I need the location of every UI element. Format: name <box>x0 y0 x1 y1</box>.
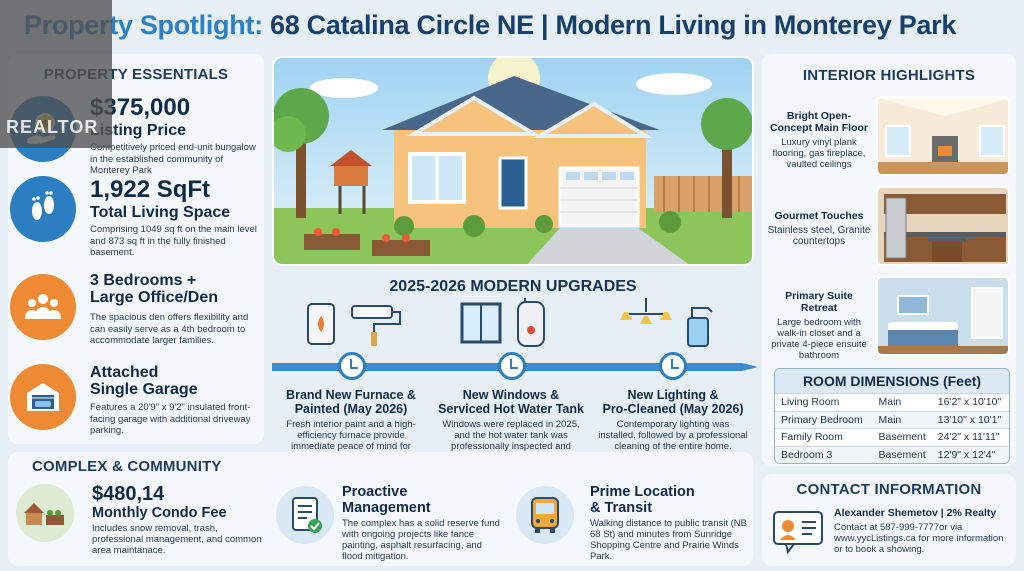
interior-primary-suite-desc: Large bedroom with walk-in closet and a … <box>771 317 867 361</box>
upgrade-lighting-title-2: Pro-Cleaned (May 2026) <box>602 402 744 416</box>
interior-gourmet: Gourmet Touches Stainless steel, Granite… <box>766 210 872 247</box>
living-room-image <box>876 96 1010 176</box>
interior-gourmet-desc: Stainless steel, Granite countertops <box>767 225 871 247</box>
room-name: Bedroom 3 <box>775 445 873 463</box>
upgrade-windows-title-1: New Windows & <box>462 388 560 402</box>
room-size: 12'9" x 12'4" <box>931 445 1009 463</box>
upgrade-lighting-desc: Contemporary lighting was installed, fol… <box>598 419 748 452</box>
contact-heading: CONTACT INFORMATION <box>796 481 982 498</box>
room-dimensions-heading: ROOM DIMENSIONS (Feet) <box>775 369 1009 393</box>
sqft-label: Total Living Space <box>90 204 231 221</box>
upgrade-furnace-title-1: Brand New Furnace & <box>286 388 416 402</box>
clock-icon <box>338 352 366 380</box>
room-name: Living Room <box>775 393 873 411</box>
watermark-text: REALTOR <box>6 117 99 137</box>
room-name: Primary Bedroom <box>775 410 873 429</box>
contact-name: Alexander Shemetov | 2% Realty <box>834 507 997 519</box>
interior-open-concept: Bright Open-Concept Main Floor Luxury vi… <box>766 110 872 170</box>
location-title-1: Prime Location <box>590 484 695 500</box>
table-row: Bedroom 3 Basement 12'9" x 12'4" <box>775 445 1009 463</box>
table-row: Family Room Basement 24'2" x 11'11" <box>775 428 1009 446</box>
room-level: Basement <box>872 428 932 446</box>
realtor-watermark: REALTOR <box>0 0 112 148</box>
sqft-desc: Comprising 1049 sq ft on the main level … <box>90 224 257 258</box>
interior-heading: INTERIOR HIGHLIGHTS <box>802 67 976 84</box>
upgrade-lighting: New Lighting & Pro-Cleaned (May 2026) Co… <box>598 388 748 452</box>
interior-primary-suite-title: Primary Suite Retreat <box>785 290 853 314</box>
window-water-tank-icon <box>452 298 582 350</box>
upgrade-lighting-title-1: New Lighting & <box>627 388 719 402</box>
clock-icon <box>659 352 687 380</box>
management-title-2: Management <box>342 500 431 516</box>
footprints-icon <box>10 176 76 242</box>
garage-icon <box>10 364 76 430</box>
management-title-1: Proactive <box>342 484 408 500</box>
garden-icon <box>16 484 74 542</box>
furnace-paint-roller-icon <box>300 298 430 350</box>
bedrooms-line2: Large Office/Den <box>90 289 219 306</box>
clock-icon <box>498 352 526 380</box>
bedroom-image <box>876 276 1010 356</box>
kitchen-image <box>876 186 1010 266</box>
upgrades-heading: 2025-2026 MODERN UPGRADES <box>389 278 637 295</box>
contact-desc: Contact at 587-999-7777or via www.yycLis… <box>834 522 1004 555</box>
contact-card-icon <box>772 506 826 555</box>
location-desc: Walking distance to public transit (NB 6… <box>590 518 747 562</box>
title-main: 68 Catalina Circle NE | Modern Living in… <box>262 10 957 40</box>
room-name: Family Room <box>775 428 873 446</box>
page-title: Property Spotlight: 68 Catalina Circle N… <box>24 10 1014 41</box>
room-size: 24'2" x 11'11" <box>931 428 1009 446</box>
management-desc: The complex has a solid reserve fund wit… <box>342 518 500 562</box>
interior-gourmet-title: Gourmet Touches <box>774 210 864 222</box>
interior-open-concept-desc: Luxury vinyl plank flooring, gas firepla… <box>772 137 866 170</box>
checklist-icon <box>276 486 334 544</box>
upgrade-windows-title-2: Serviced Hot Water Tank <box>438 402 584 416</box>
condo-fee-desc: Includes snow removal, trash, profession… <box>92 523 262 556</box>
room-size: 16'2" x 10'10" <box>931 393 1009 411</box>
room-level: Main <box>872 393 932 411</box>
bedrooms-line1: 3 Bedrooms + <box>90 272 197 289</box>
condo-fee-value: $480,14 <box>92 483 165 505</box>
house-illustration <box>272 56 754 266</box>
sqft-value: 1,922 SqFt <box>90 176 211 203</box>
price-label: Listing Price <box>90 122 187 139</box>
table-row: Living Room Main 16'2" x 10'10" <box>775 393 1009 411</box>
interior-open-concept-title: Bright Open-Concept Main Floor <box>770 110 868 134</box>
community-heading: COMPLEX & COMMUNITY <box>32 458 222 475</box>
complex-community-panel: COMPLEX & COMMUNITY <box>8 452 753 566</box>
bus-icon <box>516 486 574 544</box>
bedrooms-desc: The spacious den offers flexibility and … <box>90 312 249 346</box>
price-desc: Competitively priced end-unit bungalow i… <box>90 142 256 176</box>
location-title-2: & Transit <box>590 500 653 516</box>
garage-line1: Attached <box>90 364 159 381</box>
room-size: 13'10" x 10'1" <box>931 410 1009 429</box>
interior-primary-suite: Primary Suite Retreat Large bedroom with… <box>766 290 872 361</box>
room-level: Basement <box>872 445 932 463</box>
room-dimensions-table: ROOM DIMENSIONS (Feet) Living Room Main 16… <box>774 368 1010 464</box>
lamp-spray-bottle-icon <box>612 298 742 350</box>
garage-desc: Features a 20'9" x 9'2" insulated front-… <box>90 402 251 436</box>
upgrade-furnace-title-2: Painted (May 2026) <box>294 402 408 416</box>
room-level: Main <box>872 410 932 429</box>
garage-line2: Single Garage <box>90 381 198 398</box>
people-icon <box>10 274 76 340</box>
table-row: Primary Bedroom Main 13'10" x 10'1" <box>775 410 1009 429</box>
condo-fee-label: Monthly Condo Fee <box>92 505 227 521</box>
